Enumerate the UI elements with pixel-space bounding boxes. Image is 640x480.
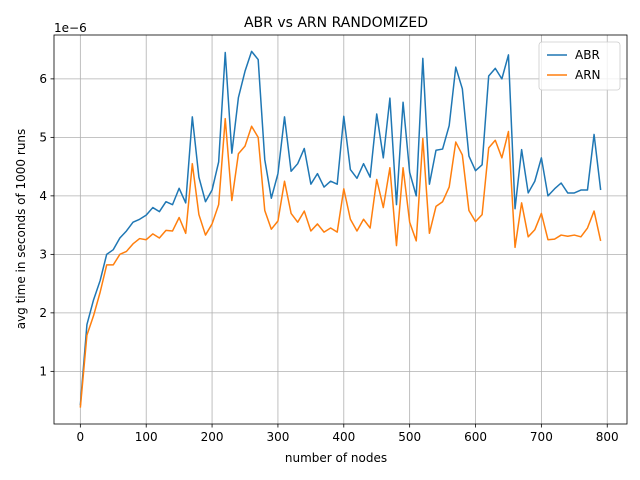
y-axis-offset-label: 1e−6 [54,21,87,35]
x-tick-label: 700 [530,430,553,444]
x-tick-label: 0 [77,430,85,444]
x-tick-label: 600 [464,430,487,444]
x-tick-label: 100 [135,430,158,444]
legend-label-arn: ARN [575,68,601,82]
x-tick-label: 200 [201,430,224,444]
y-axis-ticks: 1 2 3 4 5 6 [39,72,54,378]
x-axis-ticks: 0 100 200 300 400 500 600 700 800 [77,424,619,444]
y-tick-label: 6 [39,72,47,86]
series-lines [79,50,602,408]
y-tick-label: 3 [39,247,47,261]
y-tick-label: 2 [39,306,47,320]
y-tick-label: 4 [39,189,47,203]
plot-frame [53,34,628,425]
x-axis-label: number of nodes [285,451,387,465]
x-tick-label: 400 [332,430,355,444]
legend-box [538,41,621,91]
y-axis-label: avg time in seconds of 1000 runs [14,129,28,330]
x-tick-label: 300 [266,430,289,444]
series-line-arn [79,117,602,408]
chart-title: ABR vs ARN RANDOMIZED [244,15,428,31]
grid [54,35,627,424]
x-tick-label: 800 [596,430,619,444]
x-tick-label: 500 [398,430,421,444]
series-line-abr [79,50,602,406]
y-tick-label: 5 [39,130,47,144]
legend-label-abr: ABR [575,48,600,62]
y-tick-label: 1 [39,364,47,378]
legend: ABR ARN [538,41,621,91]
